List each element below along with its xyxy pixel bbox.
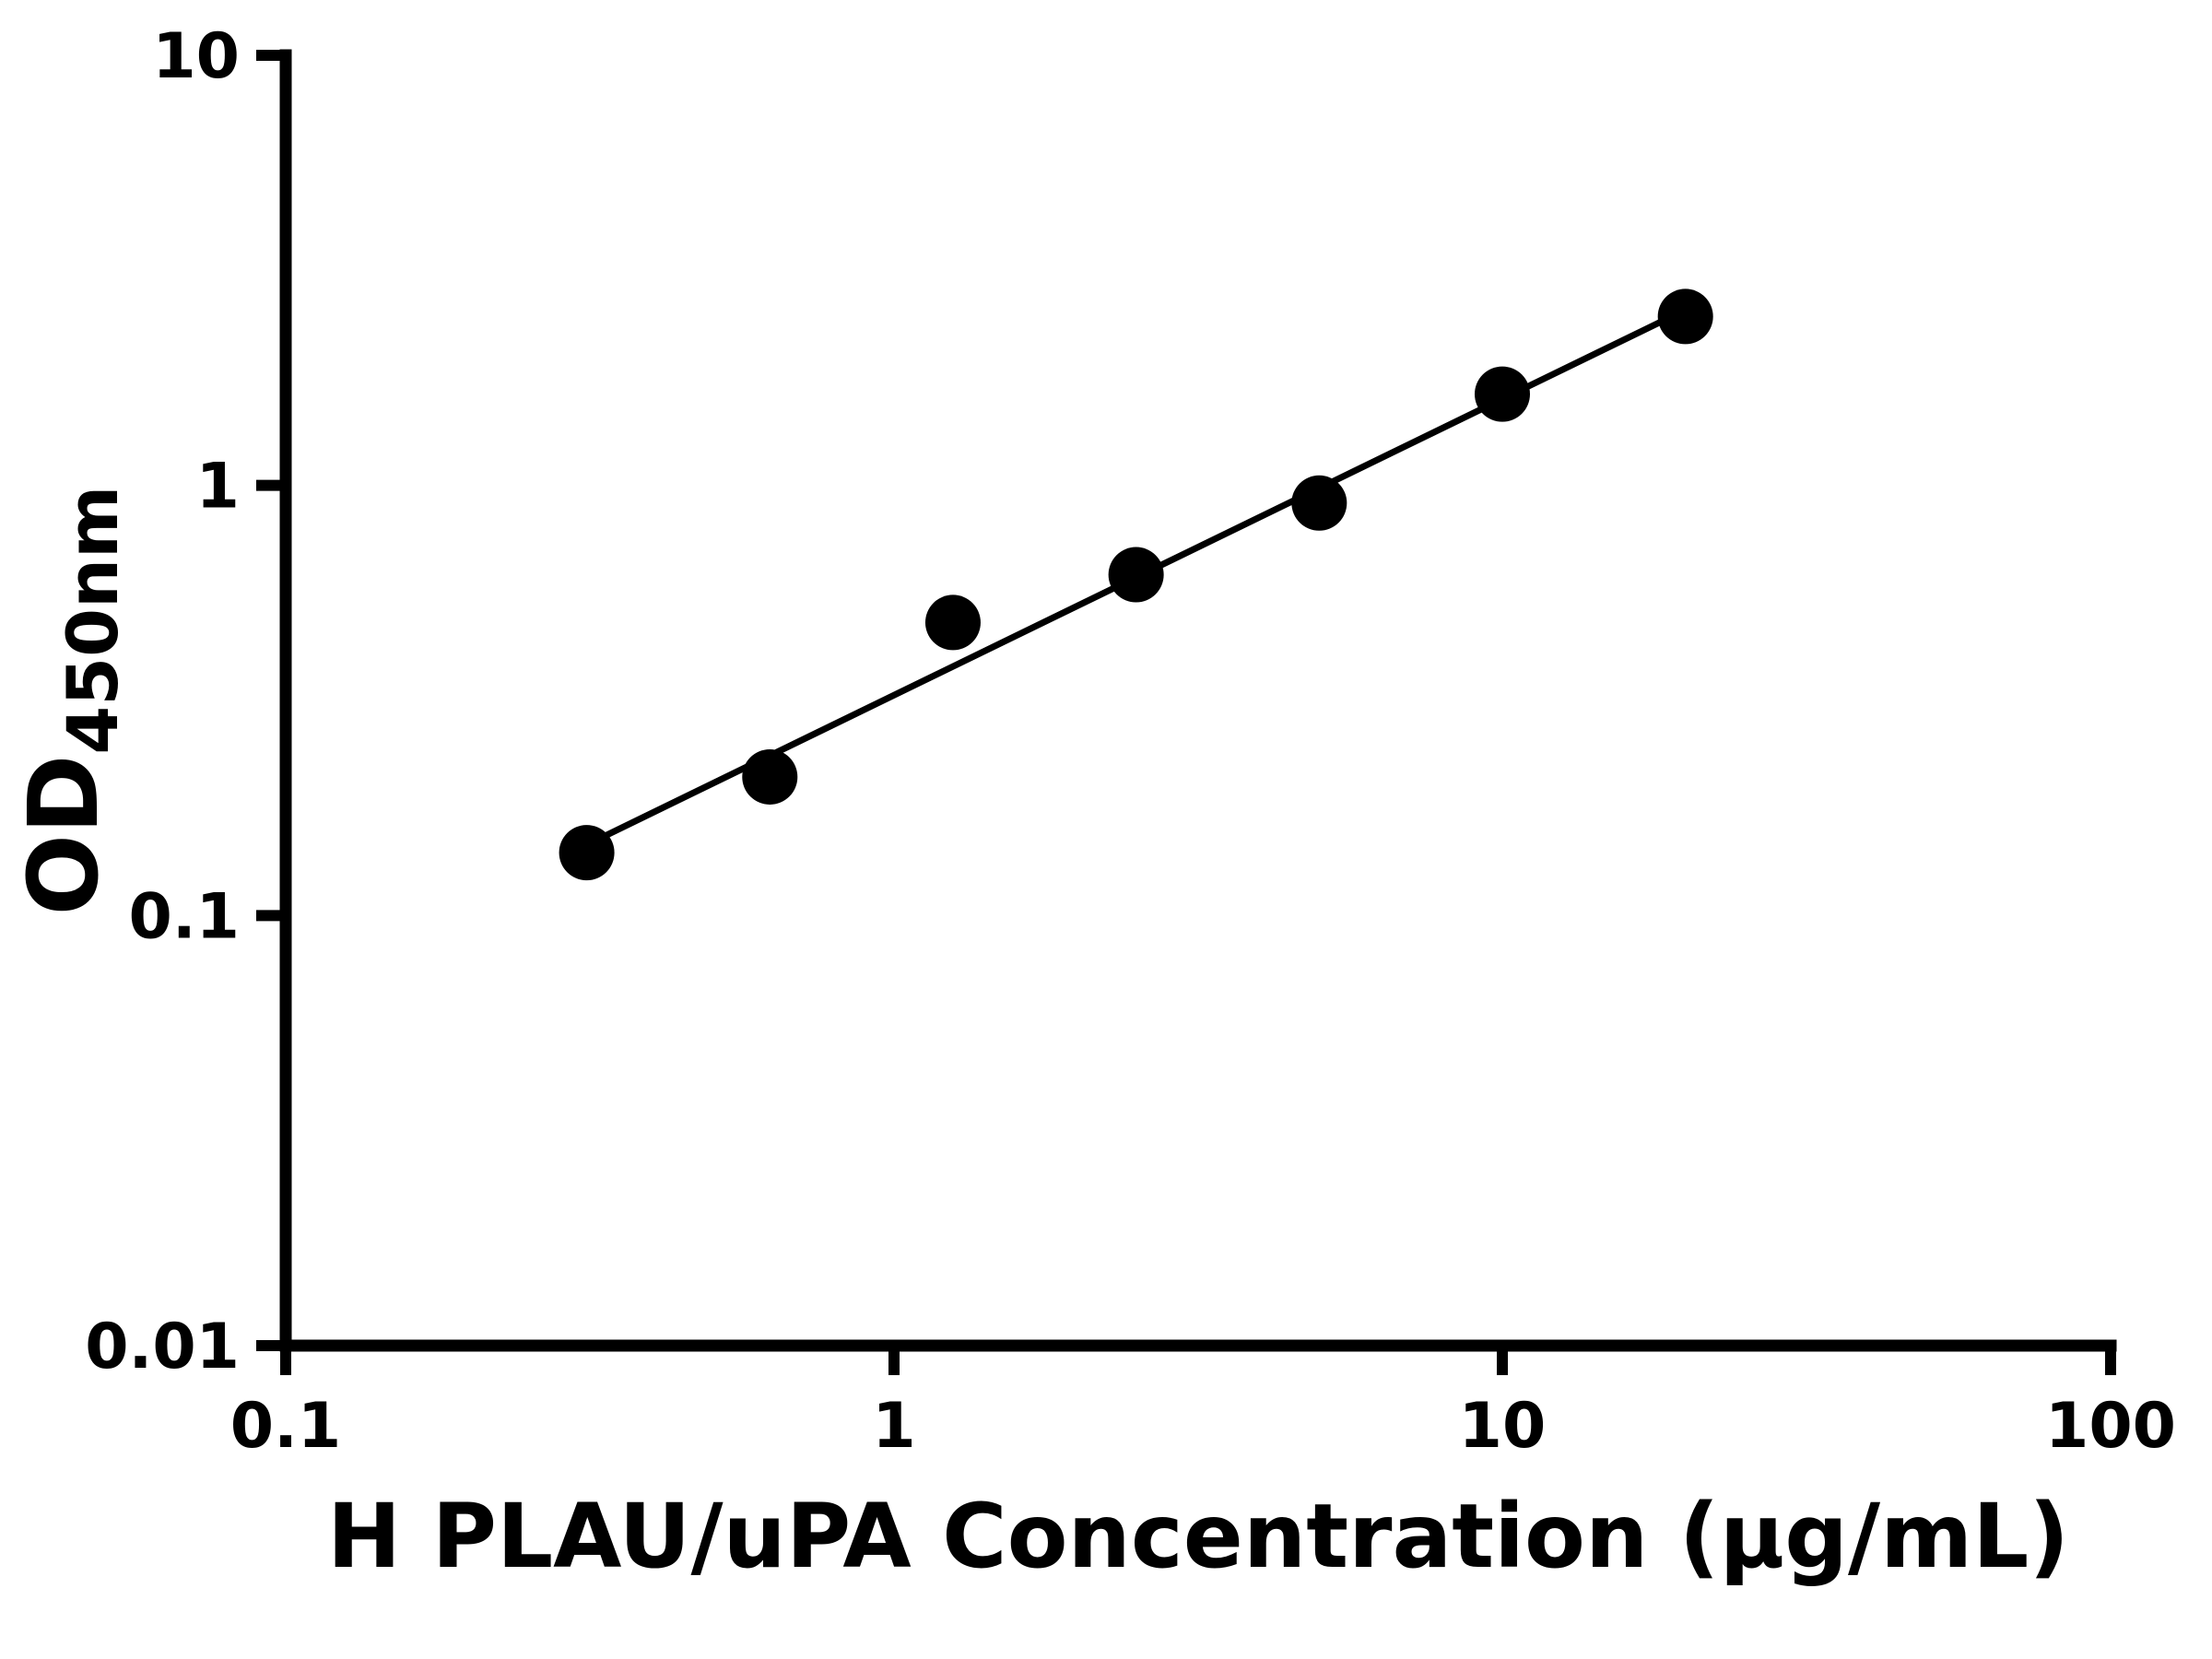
- data-point[interactable]: [742, 748, 798, 805]
- x-tick-label: 0.1: [230, 1390, 341, 1463]
- x-tick-label: 1: [872, 1390, 915, 1463]
- y-axis-title-subscript: 450nm: [52, 486, 134, 755]
- data-point[interactable]: [924, 594, 981, 651]
- axis-spine: [279, 49, 2117, 1352]
- y-tick-label: 1: [196, 451, 240, 524]
- y-axis-title: OD450nm: [7, 486, 134, 916]
- data-point[interactable]: [559, 825, 615, 881]
- data-point[interactable]: [1657, 288, 1713, 345]
- data-point[interactable]: [1291, 475, 1347, 531]
- x-tick-label: 100: [2045, 1390, 2176, 1463]
- y-tick-label: 0.01: [85, 1311, 240, 1383]
- x-axis-title: H PLAU/uPA Concentration (μg/mL): [327, 1485, 2069, 1588]
- data-point[interactable]: [1108, 547, 1164, 603]
- y-tick-label: 10: [152, 20, 240, 93]
- data-point[interactable]: [1475, 366, 1530, 422]
- y-tick-label: 0.1: [129, 880, 240, 953]
- x-tick-label: 10: [1459, 1390, 1547, 1463]
